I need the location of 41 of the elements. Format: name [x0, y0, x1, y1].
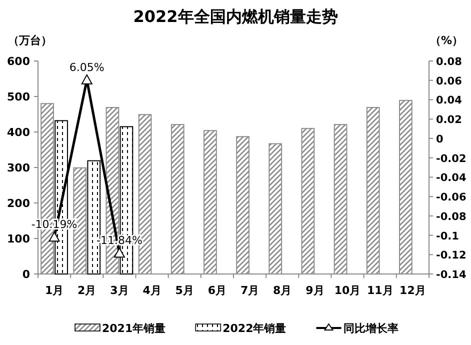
- y-tick-label: 200: [7, 197, 30, 210]
- x-tick-label: 4月: [142, 284, 162, 297]
- y2-tick-label: 0.04: [436, 94, 462, 107]
- x-tick-label: 9月: [306, 284, 324, 297]
- data-label: 6.05%: [69, 60, 104, 74]
- point: [48, 232, 60, 242]
- x-tick-label: 1月: [44, 284, 64, 297]
- y2-tick-label: -0.12: [436, 250, 466, 262]
- y2-tick-label: 0.06: [436, 75, 462, 88]
- y2-tick-label: 0.02: [436, 114, 462, 126]
- y2-tick-label: -0.14: [436, 269, 466, 281]
- y2-tick-label: 0.08: [436, 56, 462, 68]
- y-axis-title: （万台）: [8, 34, 52, 47]
- chart-title: 2022年全国内燃机销量走势: [133, 7, 338, 26]
- legend-label: 2021年销量: [102, 322, 166, 335]
- x-tick-label: 6月: [208, 284, 227, 297]
- y2-tick-label: -0.06: [436, 192, 466, 204]
- y-tick-label: 0: [22, 268, 30, 281]
- y2-tick-label: -0.02: [436, 152, 466, 165]
- y2-axis-title: （%）: [430, 34, 464, 47]
- y-tick-label: 400: [7, 126, 30, 139]
- x-tick-label: 7月: [240, 284, 260, 297]
- y2-tick-label: -0.04: [436, 172, 466, 184]
- x-tick-label: 11月: [366, 284, 394, 297]
- y-tick-label: 100: [7, 232, 30, 246]
- point: [114, 248, 125, 258]
- y-tick-label: 500: [7, 90, 30, 104]
- x-tick-label: 2月: [78, 284, 96, 297]
- point: [81, 74, 92, 84]
- y-tick-label: 600: [7, 55, 30, 68]
- x-tick-label: 5月: [175, 284, 194, 297]
- x-tick-label: 10月: [334, 284, 361, 297]
- legend-label: 2022年销量: [222, 322, 286, 335]
- legend-label: 同比增长率: [343, 322, 398, 335]
- x-tick-label: 12月: [400, 284, 426, 297]
- y-tick-label: 300: [7, 162, 30, 174]
- y2-tick-label: -0.08: [436, 210, 466, 223]
- x-tick-label: 3月: [110, 284, 129, 297]
- y2-tick-label: 0: [436, 133, 444, 146]
- x-tick-label: 8月: [273, 284, 292, 297]
- y2-tick-label: -0.1: [436, 230, 459, 242]
